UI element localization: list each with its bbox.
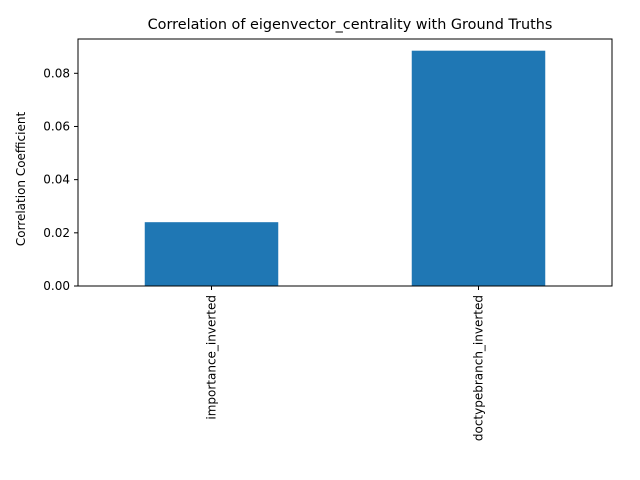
y-tick-label: 0.08 — [43, 66, 70, 80]
bars-group — [144, 50, 546, 286]
bar-doctypebranch_inverted — [411, 50, 546, 286]
x-tick-label: importance_inverted — [205, 295, 219, 420]
y-tick-label: 0.00 — [43, 279, 70, 293]
bar-importance_inverted — [144, 222, 279, 286]
y-axis-label: Correlation Coefficient — [14, 112, 28, 247]
y-axis: 0.00 0.02 0.04 0.06 0.08 — [43, 66, 78, 293]
plot-frame — [77, 38, 613, 287]
y-tick-label: 0.02 — [43, 226, 70, 240]
x-axis: importance_inverted doctypebranch_inverte… — [205, 286, 486, 441]
chart-title: Correlation of eigenvector_centrality wi… — [148, 17, 553, 33]
x-tick-label: doctypebranch_inverted — [472, 295, 486, 441]
y-tick-label: 0.06 — [43, 119, 70, 133]
y-tick-label: 0.04 — [43, 173, 70, 187]
